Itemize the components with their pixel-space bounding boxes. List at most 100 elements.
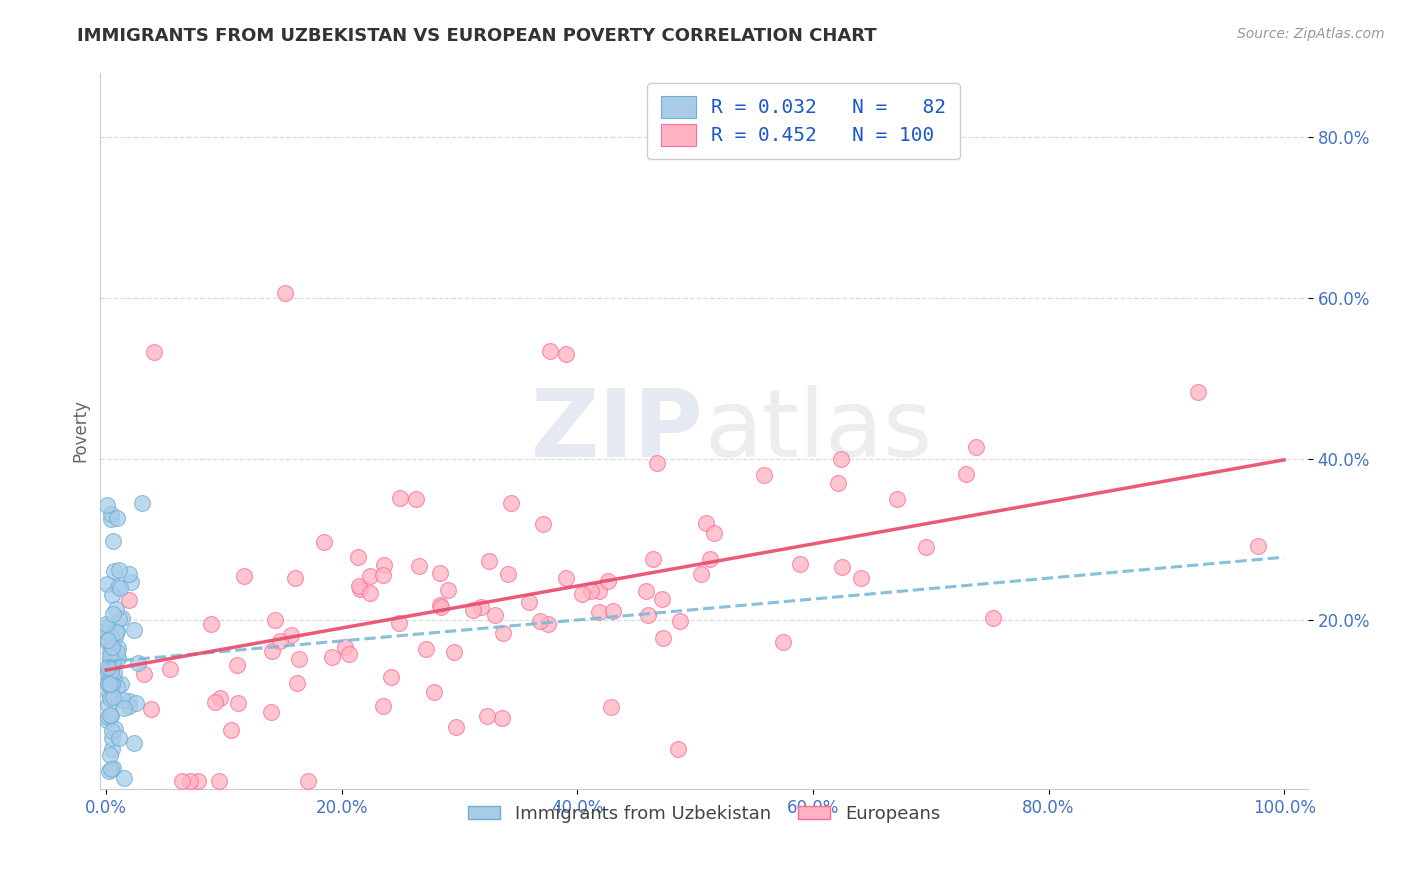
Point — [699, 551, 721, 566]
Point — [108, 563, 131, 577]
Point — [349, 582, 371, 596]
Point — [98, 707, 121, 722]
Point — [97, 665, 120, 679]
Point — [101, 688, 124, 702]
Point — [118, 694, 141, 708]
Point — [96, 498, 118, 512]
Point — [187, 773, 209, 788]
Point — [105, 624, 128, 639]
Point — [101, 640, 124, 655]
Point — [98, 644, 121, 658]
Text: Source: ZipAtlas.com: Source: ZipAtlas.com — [1237, 27, 1385, 41]
Point — [263, 614, 285, 628]
Point — [208, 773, 231, 788]
Point — [652, 631, 675, 645]
Point — [108, 612, 131, 626]
Point — [101, 724, 124, 739]
Point — [108, 731, 131, 746]
Point — [117, 566, 139, 581]
Point — [537, 617, 560, 632]
Point — [475, 708, 498, 723]
Point — [429, 566, 451, 581]
Point — [103, 607, 125, 621]
Point — [405, 492, 427, 507]
Point — [478, 554, 501, 568]
Point — [121, 574, 143, 589]
Point — [100, 639, 122, 653]
Point — [347, 550, 370, 565]
Point — [104, 625, 127, 640]
Point — [100, 507, 122, 521]
Point — [321, 650, 343, 665]
Point — [97, 676, 120, 690]
Point — [668, 615, 690, 629]
Point — [703, 526, 725, 541]
Point — [491, 711, 513, 725]
Point — [436, 582, 458, 597]
Point — [335, 640, 357, 655]
Point — [96, 617, 118, 632]
Point — [555, 347, 578, 361]
Point — [388, 491, 411, 505]
Point — [101, 640, 124, 654]
Point — [118, 698, 141, 713]
Text: IMMIGRANTS FROM UZBEKISTAN VS EUROPEAN POVERTY CORRELATION CHART: IMMIGRANTS FROM UZBEKISTAN VS EUROPEAN P… — [77, 27, 877, 45]
Point — [849, 571, 872, 585]
Point — [226, 696, 249, 710]
Point — [388, 616, 411, 631]
Point — [373, 558, 395, 573]
Point — [499, 496, 522, 510]
Point — [636, 584, 658, 599]
Point — [204, 695, 226, 709]
Point — [101, 690, 124, 705]
Point — [110, 611, 132, 625]
Point — [124, 696, 146, 710]
Point — [1247, 539, 1270, 553]
Point — [668, 741, 690, 756]
Point — [643, 552, 665, 566]
Point — [112, 701, 135, 715]
Point — [97, 633, 120, 648]
Point — [97, 662, 120, 676]
Point — [496, 566, 519, 581]
Point — [637, 607, 659, 622]
Point — [101, 642, 124, 657]
Point — [284, 571, 307, 585]
Point — [112, 771, 135, 785]
Point — [96, 633, 118, 648]
Point — [443, 645, 465, 659]
Point — [492, 626, 515, 640]
Point — [269, 634, 291, 648]
Point — [371, 698, 394, 713]
Point — [380, 670, 402, 684]
Point — [337, 648, 360, 662]
Point — [588, 605, 610, 619]
Point — [105, 511, 128, 525]
Point — [915, 540, 938, 554]
Point — [103, 673, 125, 688]
Point — [981, 611, 1004, 625]
Point — [97, 764, 120, 779]
Point — [98, 747, 121, 762]
Point — [139, 702, 162, 716]
Point — [101, 588, 124, 602]
Point — [96, 713, 118, 727]
Point — [470, 599, 492, 614]
Point — [273, 286, 295, 301]
Point — [96, 577, 118, 591]
Point — [98, 652, 121, 666]
Point — [695, 516, 717, 530]
Point — [423, 685, 446, 699]
Point — [408, 559, 430, 574]
Point — [415, 642, 437, 657]
Point — [98, 672, 121, 686]
Point — [108, 581, 131, 595]
Point — [118, 593, 141, 607]
Point — [517, 594, 540, 608]
Point — [288, 652, 311, 666]
Point — [830, 451, 852, 466]
Legend: Immigrants from Uzbekistan, Europeans: Immigrants from Uzbekistan, Europeans — [461, 797, 948, 830]
Point — [100, 655, 122, 669]
Point — [100, 762, 122, 776]
Point — [444, 720, 467, 734]
